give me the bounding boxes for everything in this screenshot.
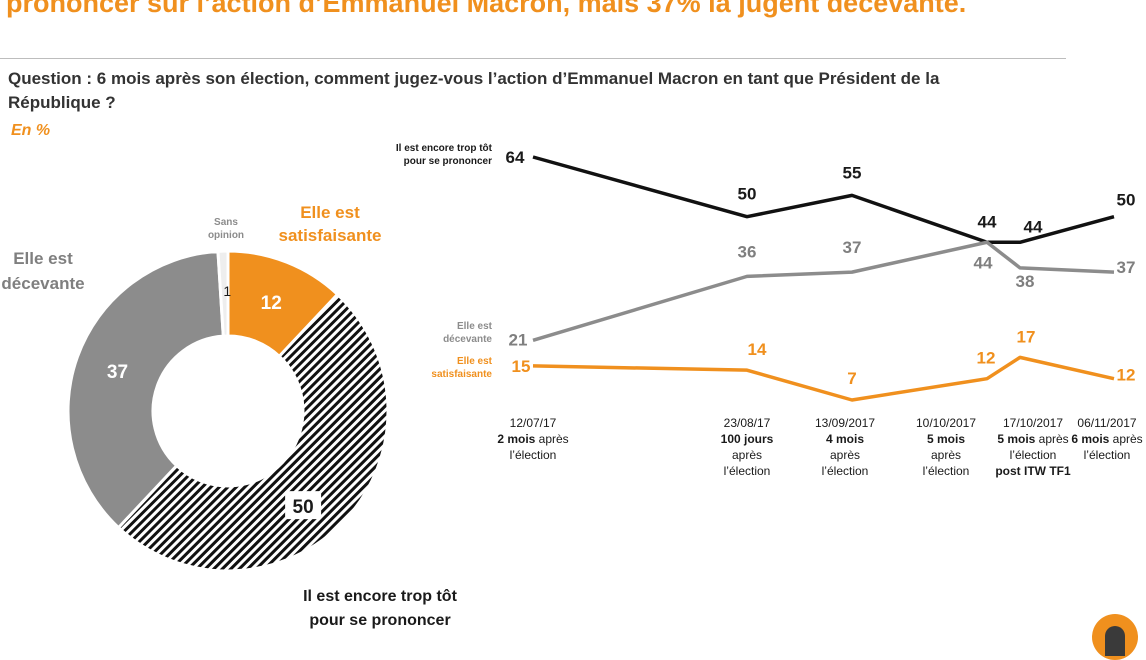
series-line-1 bbox=[532, 240, 1115, 342]
series-2-value-5: 12 bbox=[1117, 366, 1136, 385]
x-label-desc: 4 mois après l’élection bbox=[822, 432, 869, 478]
brand-logo bbox=[1092, 614, 1138, 660]
x-label-date: 12/07/17 bbox=[510, 416, 557, 430]
x-label-desc: 2 mois après l’élection bbox=[497, 432, 568, 462]
chart-canvas: 12 50 37 1 Elle est satisfaisante Il est enco… bbox=[1, 143, 1142, 629]
x-label-desc: 100 jours après l’élection bbox=[721, 432, 774, 478]
donut-label-decevante: Elle est décevante bbox=[1, 249, 84, 293]
series-2-value-4: 17 bbox=[1017, 327, 1036, 346]
x-label-date: 06/11/2017 bbox=[1077, 416, 1136, 430]
series-2-value-2: 7 bbox=[847, 369, 856, 388]
donut-slice-decevante bbox=[66, 249, 225, 530]
series-1-value-4: 38 bbox=[1016, 272, 1035, 291]
donut-value-trop_tot: 50 bbox=[293, 497, 314, 518]
x-label-0: 12/07/17 2 mois après l’élection bbox=[497, 416, 568, 462]
x-label-desc: 6 mois après l’élection bbox=[1071, 432, 1142, 462]
donut-category-labels: Elle est satisfaisante Il est encore trop … bbox=[1, 203, 457, 629]
series-name-2: Elle est satisfaisante bbox=[431, 356, 492, 380]
series-1-value-2: 37 bbox=[843, 238, 862, 257]
x-label-2: 13/09/2017 4 mois après l’élection bbox=[815, 416, 875, 478]
x-label-5: 06/11/2017 6 mois après l’élection bbox=[1071, 416, 1142, 462]
donut-label-satisfaisante: Elle est satisfaisante bbox=[279, 203, 382, 245]
series-name-0: Il est encore trop tôt pour se prononcer bbox=[396, 143, 493, 167]
donut-value-satisfaisante: 12 bbox=[261, 293, 282, 314]
x-label-desc: 5 mois après l’élection post ITW TF1 bbox=[995, 432, 1071, 478]
line-chart: 64 50 55 44 44 50 Il est encore trop tôt pour s… bbox=[396, 143, 1136, 402]
series-1-value-0: 21 bbox=[509, 330, 528, 349]
donut-chart: 12 50 37 1 bbox=[66, 249, 390, 573]
x-label-1: 23/08/17 100 jours après l’élection bbox=[721, 416, 774, 478]
donut-value-box bbox=[285, 491, 322, 520]
series-2-value-1: 14 bbox=[748, 340, 767, 359]
series-0-value-5: 50 bbox=[1117, 191, 1136, 210]
unit-label: En % bbox=[11, 122, 51, 139]
title-divider bbox=[0, 58, 1066, 59]
series-2-value-3: 12 bbox=[977, 349, 996, 368]
x-label-date: 17/10/2017 bbox=[1003, 416, 1063, 430]
question-text: Question : 6 mois après son élection, co… bbox=[8, 69, 940, 112]
x-label-date: 23/08/17 bbox=[724, 416, 771, 430]
brand-logo-mark bbox=[1105, 626, 1125, 656]
series-line-2 bbox=[532, 355, 1115, 402]
x-label-desc: 5 mois après l’élection bbox=[923, 432, 970, 478]
series-0-value-1: 50 bbox=[738, 185, 757, 204]
x-label-4: 17/10/2017 5 mois après l’élection post ITW… bbox=[995, 416, 1071, 478]
series-0-value-2: 55 bbox=[843, 163, 862, 182]
donut-label-trop_tot: Il est encore trop tôt pour se prononcer bbox=[303, 588, 457, 629]
series-line-0 bbox=[532, 155, 1115, 245]
series-1-value-3: 44 bbox=[974, 253, 993, 272]
series-name-1: Elle est décevante bbox=[443, 321, 493, 345]
series-0-value-3: 44 bbox=[978, 212, 997, 231]
x-label-date: 13/09/2017 bbox=[815, 416, 875, 430]
series-1-value-1: 36 bbox=[738, 242, 757, 261]
series-0-value-4: 44 bbox=[1024, 217, 1043, 236]
donut-value-decevante: 37 bbox=[107, 362, 128, 383]
donut-label-sans_opinion: Sans opinion bbox=[208, 217, 244, 241]
donut-value-sans_opinion: 1 bbox=[223, 283, 231, 299]
series-2-value-0: 15 bbox=[512, 357, 531, 376]
series-1-value-5: 37 bbox=[1117, 258, 1136, 277]
x-label-3: 10/10/2017 5 mois après l’élection bbox=[916, 416, 976, 478]
series-0-value-0: 64 bbox=[506, 148, 525, 167]
donut-slice-sans_opinion bbox=[216, 249, 230, 338]
line-chart-x-labels: 12/07/17 2 mois après l’élection 23/08/17 10… bbox=[497, 416, 1142, 478]
headline: prononcer sur l’action d’Emmanuel Macron… bbox=[6, 0, 967, 18]
x-label-date: 10/10/2017 bbox=[916, 416, 976, 430]
